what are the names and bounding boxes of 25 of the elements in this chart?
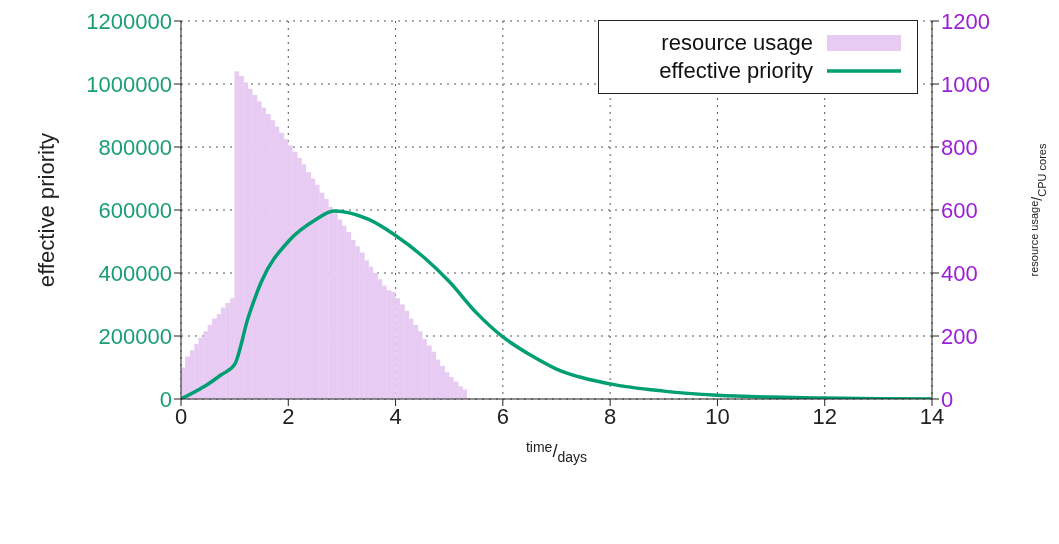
y-tick-label: 1000000: [86, 71, 172, 97]
x-tick-label: 2: [282, 403, 295, 429]
y-tick-label: 1200000: [86, 8, 172, 34]
y-tick-label: 0: [159, 386, 172, 412]
y2-tick-label: 0: [941, 386, 954, 412]
x-tick-label: 12: [812, 403, 837, 429]
x-tick-label: 8: [604, 403, 617, 429]
y-axis-title: effective priority: [34, 132, 59, 288]
y2-tick-label: 1000: [941, 71, 990, 97]
x-tick-label: 6: [496, 403, 509, 429]
x-tick-label: 0: [174, 403, 188, 429]
legend-label: resource usage: [661, 30, 813, 56]
y2-tick-label: 1200: [941, 8, 990, 34]
y-tick-label: 800000: [98, 134, 172, 160]
y2-tick-label: 600: [941, 197, 978, 223]
legend-label: effective priority: [659, 58, 813, 84]
y2-tick-label: 800: [941, 134, 978, 160]
y2-tick-label: 200: [941, 323, 978, 349]
y-tick-label: 400000: [98, 260, 172, 286]
x-tick-label: 10: [705, 403, 730, 429]
x-axis-title: $^{time}$/$_{days}$: [525, 439, 588, 465]
x-tick-label: 4: [389, 403, 402, 429]
y-tick-label: 600000: [98, 197, 172, 223]
y-tick-label: 200000: [98, 323, 172, 349]
y2-tick-label: 400: [941, 260, 978, 286]
